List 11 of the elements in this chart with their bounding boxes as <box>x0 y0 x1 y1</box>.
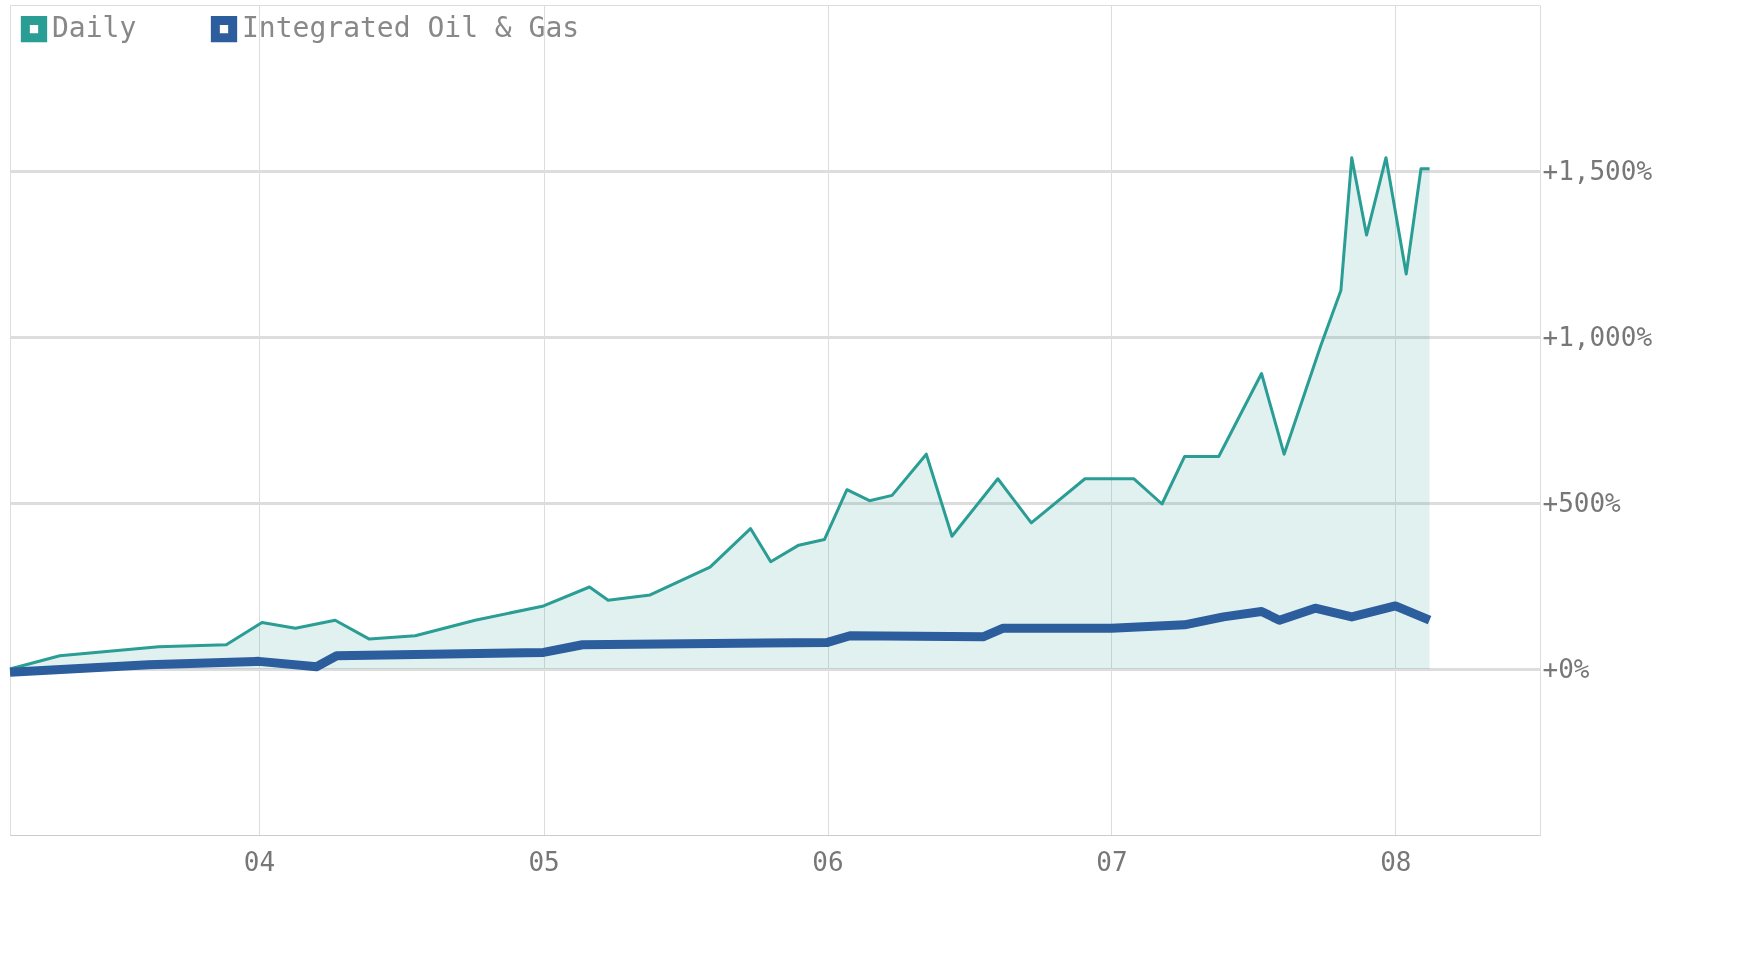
y-tick-label: +1,500% <box>1542 155 1653 186</box>
y-tick-label: +500% <box>1542 487 1622 518</box>
x-tick-label: 07 <box>1096 846 1128 877</box>
legend-label: Integrated Oil & Gas <box>242 11 580 45</box>
y-tick-label: +0% <box>1542 653 1590 684</box>
y-tick-label: +1,000% <box>1542 321 1653 352</box>
x-tick-label: 08 <box>1380 846 1412 877</box>
x-tick-label: 04 <box>243 846 276 877</box>
legend-label: Daily <box>52 11 137 45</box>
x-tick-label: 06 <box>812 846 844 877</box>
x-tick-label: 05 <box>528 846 560 877</box>
